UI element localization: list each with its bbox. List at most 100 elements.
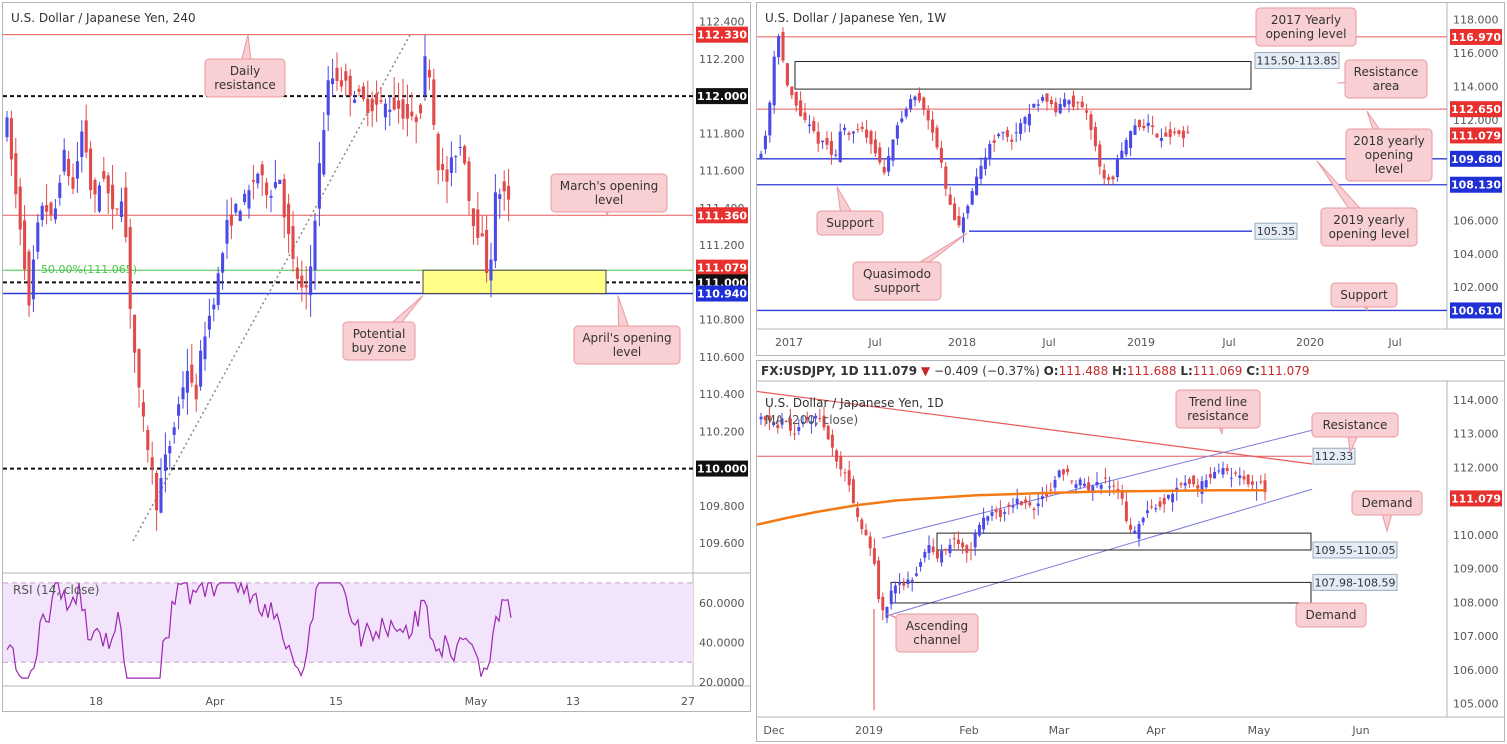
weekly-candle <box>843 127 847 131</box>
h4-candle <box>489 259 493 281</box>
h4-y-tick: 111.600 <box>699 165 745 178</box>
quasimodo-text: support <box>874 281 920 295</box>
weekly-candle <box>1014 132 1018 134</box>
support-left-text: Support <box>826 216 874 230</box>
april-open-callout <box>573 325 681 365</box>
resistance-area-box <box>794 61 1252 90</box>
h4-candle <box>45 205 49 212</box>
quasimodo-text: Quasimodo <box>863 267 931 281</box>
daily-x-tick: Apr <box>1146 724 1166 737</box>
daily-candle <box>864 529 868 536</box>
daily-candle <box>982 517 986 530</box>
daily-candle <box>868 536 872 549</box>
weekly-candle <box>1168 129 1172 137</box>
weekly-candle <box>957 216 961 226</box>
daily-candle <box>1003 512 1007 514</box>
h4-candle <box>445 169 449 182</box>
h4-candle <box>234 203 238 213</box>
weekly-candle <box>1093 126 1097 147</box>
h4-candle <box>493 192 497 261</box>
daily-resistance-text: Resistance <box>1323 418 1388 432</box>
weekly-price-tag <box>1450 127 1502 144</box>
daily-chart-title: U.S. Dollar / Japanese Yen, 1D <box>765 396 944 410</box>
h4-candle <box>291 226 295 260</box>
daily-candle <box>1183 482 1187 486</box>
weekly-candle <box>891 139 895 161</box>
h4-candle <box>282 179 286 218</box>
h4-candle <box>251 180 255 182</box>
weekly-y-tick: 106.000 <box>1453 214 1499 227</box>
weekly-candle <box>895 125 899 139</box>
daily-candle <box>1036 503 1040 507</box>
h4-chart-svg[interactable]: 112.400112.200111.800111.600111.400111.2… <box>3 3 750 711</box>
weekly-price-tag <box>1450 101 1502 118</box>
daily-candle <box>1091 486 1095 493</box>
close-label: C: <box>1246 364 1260 378</box>
daily-candle <box>1040 496 1044 500</box>
daily-candle <box>839 456 843 470</box>
h4-price-tag-label: 112.000 <box>697 90 747 103</box>
daily-candle <box>910 580 914 582</box>
daily-candle <box>801 421 805 425</box>
h4-candle <box>97 185 101 212</box>
demand-lower-label: 107.98-108.59 <box>1315 576 1396 589</box>
h4-candle <box>5 117 9 138</box>
daily-y-tick: 112.000 <box>1453 461 1499 474</box>
weekly-candle <box>759 153 763 160</box>
h4-candle <box>309 266 313 296</box>
daily-candle <box>961 542 965 548</box>
daily-candle <box>893 585 897 594</box>
daily-candle <box>1263 480 1267 493</box>
demand-lower-box <box>890 581 1312 604</box>
weekly-chart-svg[interactable]: 118.000 116.000 114.000 112.000 106.000 104.0… <box>757 3 1504 355</box>
h4-y-tick: 110.600 <box>699 351 745 364</box>
yearly-2019-callout <box>1320 207 1418 247</box>
weekly-price-tag-label: 116.970 <box>1451 31 1501 44</box>
h4-y-tick: 110.400 <box>699 388 745 401</box>
weekly-candle <box>979 165 983 179</box>
weekly-price-tag <box>1450 28 1502 45</box>
h4-candle <box>392 97 396 110</box>
h4-candle <box>146 429 150 450</box>
weekly-candle <box>1005 130 1009 137</box>
h4-candle <box>366 98 370 113</box>
daily-candle <box>1011 505 1015 508</box>
weekly-x-tick: 2019 <box>1127 336 1155 349</box>
h4-candle <box>344 71 348 81</box>
weekly-price-tag-label: 109.680 <box>1451 153 1501 166</box>
h4-candle <box>80 131 84 158</box>
h4-candle <box>414 116 418 123</box>
demand-upper-callout <box>1351 490 1423 516</box>
daily-chart-svg[interactable]: 114.000 113.000 112.000 110.000 109.000 108.0… <box>757 361 1504 741</box>
h4-price-tag-label: 111.360 <box>697 209 747 222</box>
h4-candle <box>471 208 475 227</box>
symbol-label: FX:USDJPY, 1D <box>761 364 859 378</box>
h4-y-tick: 111.800 <box>699 127 745 140</box>
weekly-y-tick: 114.000 <box>1453 81 1499 94</box>
weekly-candle <box>838 131 842 162</box>
daily-candle <box>772 421 776 426</box>
daily-x-tick: Mar <box>1049 724 1070 737</box>
ascending-channel-text: channel <box>913 633 960 647</box>
h4-candle <box>111 184 115 210</box>
h4-candle <box>317 163 321 209</box>
h4-candle <box>410 111 414 117</box>
h4-candle <box>71 177 75 189</box>
low-label: L: <box>1180 364 1193 378</box>
daily-candle <box>940 550 944 563</box>
daily-candle <box>1133 530 1137 534</box>
ohlc-info-bar: FX:USDJPY, 1D 111.079 ▼ −0.409 (−0.37%) … <box>761 364 1309 378</box>
h4-y-tick: 110.800 <box>699 314 745 327</box>
support-right-callout <box>1330 282 1398 308</box>
weekly-candle <box>1036 104 1040 106</box>
weekly-x-tick: Jul <box>1221 336 1235 349</box>
h4-candle <box>423 56 427 95</box>
weekly-candle <box>983 157 987 169</box>
weekly-candle <box>1080 101 1084 108</box>
h4-candle <box>194 384 198 400</box>
daily-candle <box>822 415 826 428</box>
weekly-candle <box>1102 169 1106 179</box>
weekly-x-tick: Jul <box>1387 336 1401 349</box>
weekly-candle <box>1159 137 1163 141</box>
weekly-candle <box>922 97 926 110</box>
